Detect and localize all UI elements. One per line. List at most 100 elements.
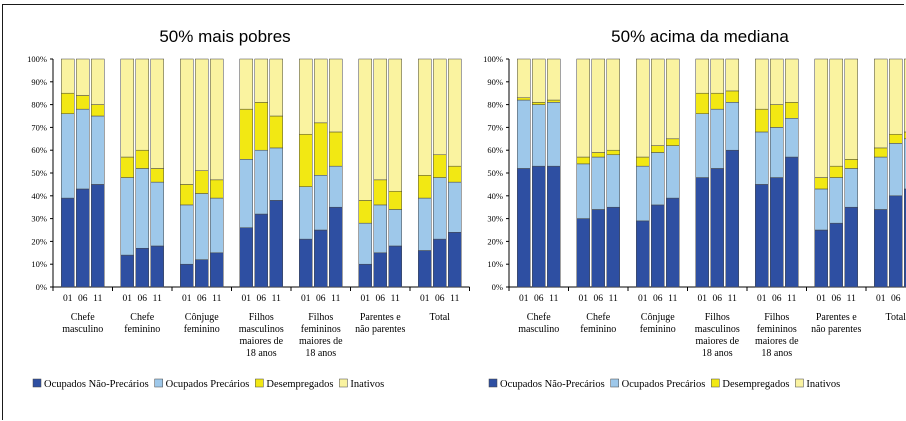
x-group-label: feminino xyxy=(580,324,616,335)
bar-segment xyxy=(76,108,90,190)
bar-segment xyxy=(299,238,313,288)
bar-segment xyxy=(695,113,709,178)
x-year-label: 11 xyxy=(93,294,102,304)
bar-segment xyxy=(755,108,769,133)
x-year-label: 11 xyxy=(668,294,677,304)
x-group-label: masculinos xyxy=(239,324,284,335)
legend-label: Ocupados Precários xyxy=(622,379,706,390)
bar-segment xyxy=(358,222,372,265)
x-year-label: 06 xyxy=(78,294,88,304)
x-group-label: masculino xyxy=(62,324,103,335)
bar-segment xyxy=(844,159,858,169)
y-tick-label: 90% xyxy=(31,77,47,87)
bar-segment xyxy=(61,113,75,199)
x-year-label: 06 xyxy=(138,294,148,304)
bar-segment xyxy=(76,58,90,96)
x-group-label: feminino xyxy=(184,324,220,335)
x-year-label: 11 xyxy=(450,294,459,304)
bar-segment xyxy=(91,104,105,117)
x-year-label: 06 xyxy=(594,294,604,304)
bar-segment xyxy=(299,133,313,187)
legend-swatch xyxy=(339,378,348,388)
bar-segment xyxy=(770,58,784,105)
x-year-label: 11 xyxy=(787,294,796,304)
x-group-label: maiores de xyxy=(239,336,283,347)
y-tick-label: 80% xyxy=(31,100,47,110)
bar-segment xyxy=(150,58,164,169)
bar-segment xyxy=(785,118,799,158)
bar-segment xyxy=(254,149,268,215)
y-tick-label: 30% xyxy=(31,214,47,224)
bar-segment xyxy=(606,154,620,208)
y-tick-label: 60% xyxy=(31,145,47,155)
chart-panel-1: 50% mais pobres 0% 10% 20% 30% 40% 50% 60% 70% 80… xyxy=(27,27,470,390)
y-tick-label: 10% xyxy=(31,259,47,269)
x-year-label: 01 xyxy=(698,294,708,304)
x-group-label: 18 anos xyxy=(702,348,733,359)
bar-segment xyxy=(651,204,665,288)
bar-segment xyxy=(666,58,680,140)
legend-swatch xyxy=(32,378,42,388)
y-tick-label: 30% xyxy=(487,214,503,224)
bar-segment xyxy=(358,200,372,224)
bar-segment xyxy=(547,165,561,288)
bar-segment xyxy=(358,263,372,288)
bar-segment xyxy=(299,186,313,240)
bar-segment xyxy=(695,58,709,94)
bar-segment xyxy=(651,145,665,153)
bar-segment xyxy=(532,165,546,288)
legend-swatch xyxy=(154,378,163,388)
bar-segment xyxy=(814,229,828,288)
bar-segment xyxy=(636,58,650,158)
x-group-label: maiores de xyxy=(299,336,343,347)
y-tick-label: 0% xyxy=(36,282,47,292)
bar-segment xyxy=(666,197,680,288)
bar-segment xyxy=(180,184,194,206)
legend-label: Ocupados Não-Precários xyxy=(44,379,149,390)
bar-segment xyxy=(314,229,328,288)
bar-segment xyxy=(814,58,828,178)
bar-segment xyxy=(889,195,903,288)
x-group-label: Parentes e xyxy=(816,312,857,323)
x-group-label: Chefe xyxy=(527,312,551,323)
legend-swatch xyxy=(610,378,619,388)
bar-segment xyxy=(210,179,224,199)
x-year-label: 01 xyxy=(817,294,827,304)
bar-segment xyxy=(606,149,620,156)
bar-segment xyxy=(651,58,665,146)
y-tick-label: 100% xyxy=(27,54,47,64)
bar-segment xyxy=(76,188,90,288)
bar-segment xyxy=(874,209,888,288)
x-group-label: Filhos xyxy=(249,312,274,323)
bar-segment xyxy=(120,156,134,178)
bar-segment xyxy=(61,197,75,288)
bar-segment xyxy=(195,170,209,194)
bar-segment xyxy=(61,92,75,114)
x-year-label: 06 xyxy=(832,294,842,304)
bar-segment xyxy=(814,177,828,190)
bar-segment xyxy=(547,58,561,101)
y-tick-label: 80% xyxy=(487,100,503,110)
bar-segment xyxy=(210,197,224,254)
x-year-label: 06 xyxy=(435,294,445,304)
bar-segment xyxy=(329,165,343,208)
bar-segment xyxy=(710,168,724,288)
bar-segment xyxy=(829,58,843,167)
bar-segment xyxy=(61,58,75,94)
x-year-label: 11 xyxy=(331,294,340,304)
bar-segment xyxy=(418,250,432,288)
bar-segment xyxy=(770,177,784,288)
bar-segment xyxy=(299,58,313,135)
x-group-label: masculino xyxy=(518,324,559,335)
x-year-label: 01 xyxy=(876,294,886,304)
bar-segment xyxy=(666,145,680,199)
x-year-label: 11 xyxy=(549,294,558,304)
bar-segment xyxy=(844,168,858,208)
bar-segment xyxy=(135,58,149,151)
chart-title: 50% mais pobres xyxy=(159,27,290,46)
bar-segment xyxy=(269,58,283,117)
bar-segment xyxy=(388,190,402,210)
x-year-label: 06 xyxy=(257,294,267,304)
x-year-label: 06 xyxy=(316,294,326,304)
